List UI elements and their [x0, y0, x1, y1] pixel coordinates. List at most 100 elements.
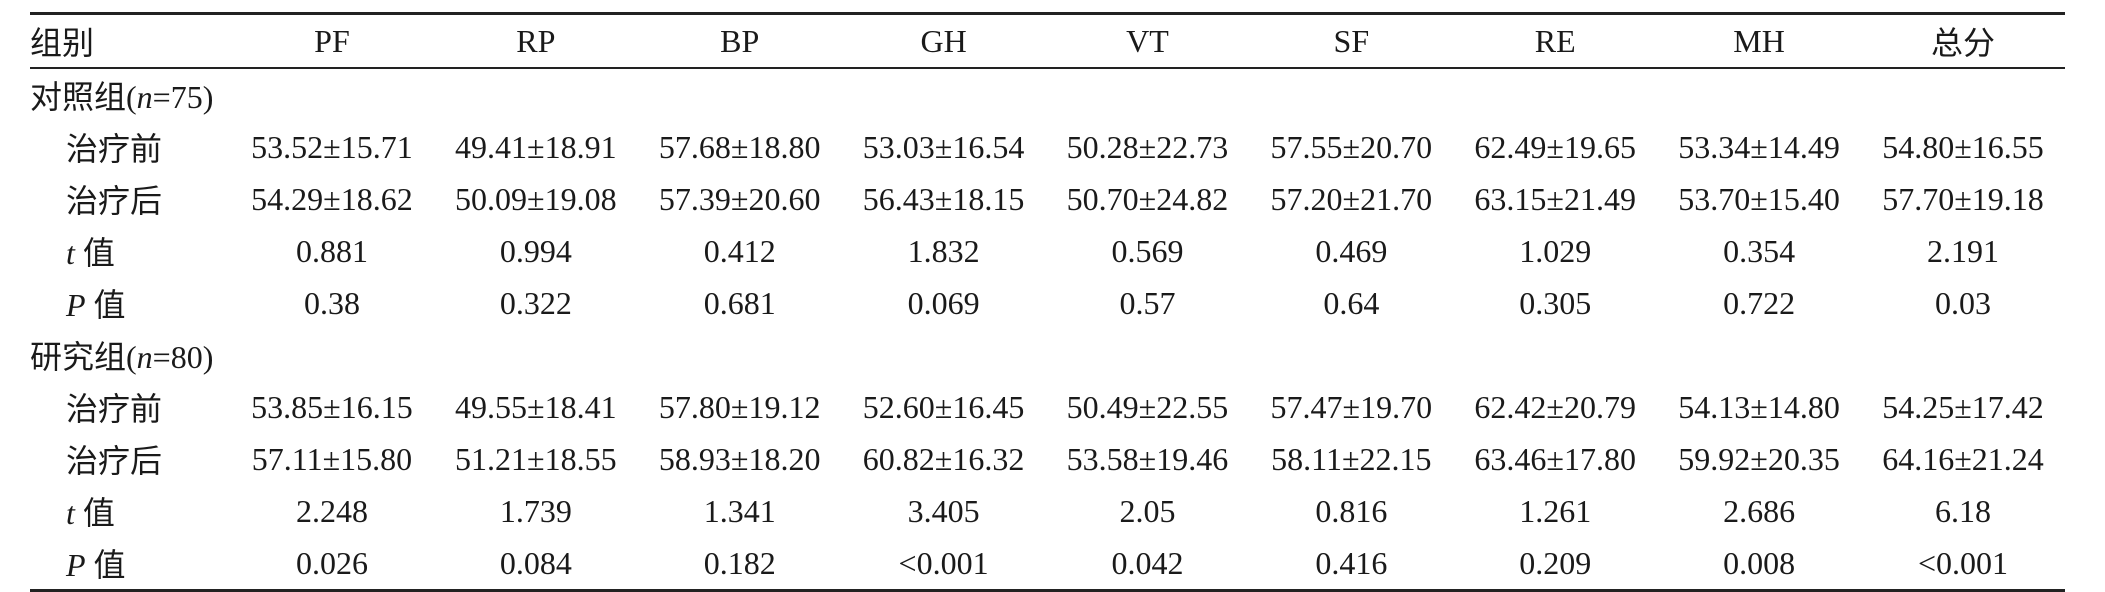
group-row-control: 对照组(n=75) [30, 68, 2065, 121]
table-cell: 0.069 [907, 284, 980, 321]
table-cell: 60.82±16.32 [862, 440, 1025, 477]
table-cell: 52.60±16.45 [862, 388, 1025, 425]
table-row: 治疗前 53.85±16.15 49.55±18.41 57.80±19.12 … [30, 381, 2065, 433]
table-cell: 54.80±16.55 [1882, 128, 2044, 165]
table-cell: 50.70±24.82 [1066, 180, 1229, 217]
table-row: 治疗前 53.52±15.71 49.41±18.91 57.68±18.80 … [30, 121, 2065, 173]
table-cell: 50.49±22.55 [1066, 388, 1229, 425]
table-cell: 57.70±19.18 [1882, 180, 2044, 217]
stat-symbol: P [66, 287, 86, 323]
header-cell-rp: RP [516, 22, 556, 59]
group-label-prefix: 研究组( [30, 339, 137, 375]
table-cell: 0.042 [1111, 544, 1184, 581]
table-cell: 0.57 [1119, 284, 1176, 321]
table-cell: 57.20±21.70 [1270, 180, 1433, 217]
table-cell: 0.209 [1519, 544, 1592, 581]
table-cell: 0.084 [499, 544, 572, 581]
row-label: P 值 [30, 277, 230, 329]
table-cell: 1.832 [907, 232, 980, 269]
table-cell: 1.029 [1519, 232, 1592, 269]
table-cell: 2.248 [295, 492, 368, 529]
group-label-suffix: =75) [152, 79, 214, 115]
group-label-study: 研究组(n=80) [30, 329, 2065, 381]
table-cell: 3.405 [907, 492, 980, 529]
table-row: 治疗后 57.11±15.80 51.21±18.55 58.93±18.20 … [30, 433, 2065, 485]
stat-suffix: 值 [74, 235, 115, 271]
table-cell: 2.05 [1119, 492, 1176, 529]
group-label-n: n [136, 79, 153, 115]
table-cell: 57.39±20.60 [658, 180, 821, 217]
table-cell: 57.80±19.12 [658, 388, 821, 425]
table-cell: 57.47±19.70 [1270, 388, 1433, 425]
table-cell: 2.191 [1927, 232, 1999, 269]
header-cell-pf: PF [314, 22, 350, 59]
header-cell-bp: BP [720, 22, 760, 59]
header-cell-group: 组别 [30, 25, 95, 61]
row-label: P 值 [30, 537, 230, 591]
table-cell: 62.42±20.79 [1474, 388, 1636, 425]
group-row-study: 研究组(n=80) [30, 329, 2065, 381]
table-cell: 0.881 [295, 232, 368, 269]
table-cell: 54.13±14.80 [1678, 388, 1840, 425]
table-cell: 51.21±18.55 [455, 440, 617, 477]
table-cell: 49.55±18.41 [455, 388, 617, 425]
table-cell: 0.008 [1723, 544, 1796, 581]
row-label: 治疗前 [66, 391, 163, 427]
table-cell: 0.305 [1519, 284, 1592, 321]
stat-suffix: 值 [74, 495, 115, 531]
table-cell: 1.739 [499, 492, 572, 529]
group-label-n: n [136, 339, 153, 375]
table-cell: 53.52±15.71 [251, 128, 413, 165]
table-cell: 54.25±17.42 [1882, 388, 2044, 425]
table-cell: 6.18 [1935, 492, 1991, 529]
table-cell: 53.03±16.54 [862, 128, 1025, 165]
header-cell-sf: SF [1333, 22, 1370, 59]
table-row: 治疗后 54.29±18.62 50.09±19.08 57.39±20.60 … [30, 173, 2065, 225]
header-cell-mh: MH [1733, 22, 1785, 59]
table-cell: 2.686 [1723, 492, 1796, 529]
table-cell: 0.026 [295, 544, 368, 581]
table-cell: 0.322 [499, 284, 572, 321]
table-cell: 59.92±20.35 [1678, 440, 1840, 477]
header-cell-vt: VT [1126, 22, 1169, 59]
table-cell: <0.001 [898, 544, 989, 581]
table-row: P 值 0.38 0.322 0.681 0.069 0.57 0.64 0.3… [30, 277, 2065, 329]
table-cell: 57.55±20.70 [1270, 128, 1433, 165]
stat-symbol: P [66, 547, 86, 583]
header-row: 组别 PF RP BP GH VT SF RE MH 总分 [30, 13, 2065, 68]
table-cell: 0.416 [1315, 544, 1388, 581]
table-cell: 50.09±19.08 [455, 180, 617, 217]
group-label-suffix: =80) [152, 339, 214, 375]
table-cell: 53.58±19.46 [1066, 440, 1229, 477]
table-cell: 0.354 [1723, 232, 1796, 269]
table-cell: 64.16±21.24 [1882, 440, 2044, 477]
data-table: 组别 PF RP BP GH VT SF RE MH 总分 对照组(n=75) … [30, 12, 2065, 592]
table-cell: 0.469 [1315, 232, 1388, 269]
table-cell: 0.681 [703, 284, 776, 321]
header-cell-total: 总分 [1930, 25, 1995, 61]
table-cell: 0.816 [1315, 492, 1388, 529]
table-cell: <0.001 [1917, 544, 2009, 581]
table-cell: 53.85±16.15 [251, 388, 413, 425]
table-cell: 53.34±14.49 [1678, 128, 1840, 165]
table-cell: 53.70±15.40 [1678, 180, 1840, 217]
table-cell: 49.41±18.91 [455, 128, 617, 165]
table-cell: 63.46±17.80 [1474, 440, 1636, 477]
table-cell: 0.38 [303, 284, 360, 321]
table-row: t 值 0.881 0.994 0.412 1.832 0.569 0.469 … [30, 225, 2065, 277]
table-cell: 1.261 [1519, 492, 1592, 529]
table-row: t 值 2.248 1.739 1.341 3.405 2.05 0.816 1… [30, 485, 2065, 537]
table-cell: 0.412 [703, 232, 776, 269]
stat-suffix: 值 [85, 547, 126, 583]
table-cell: 62.49±19.65 [1474, 128, 1636, 165]
table-cell: 63.15±21.49 [1474, 180, 1636, 217]
row-label: t 值 [30, 485, 230, 537]
table-cell: 50.28±22.73 [1066, 128, 1229, 165]
header-cell-gh: GH [920, 22, 967, 59]
row-label: 治疗前 [66, 131, 163, 167]
header-cell-re: RE [1534, 22, 1576, 59]
stat-symbol: t [66, 235, 75, 271]
table-cell: 54.29±18.62 [251, 180, 413, 217]
row-label: 治疗后 [66, 443, 163, 479]
table-cell: 0.994 [499, 232, 572, 269]
